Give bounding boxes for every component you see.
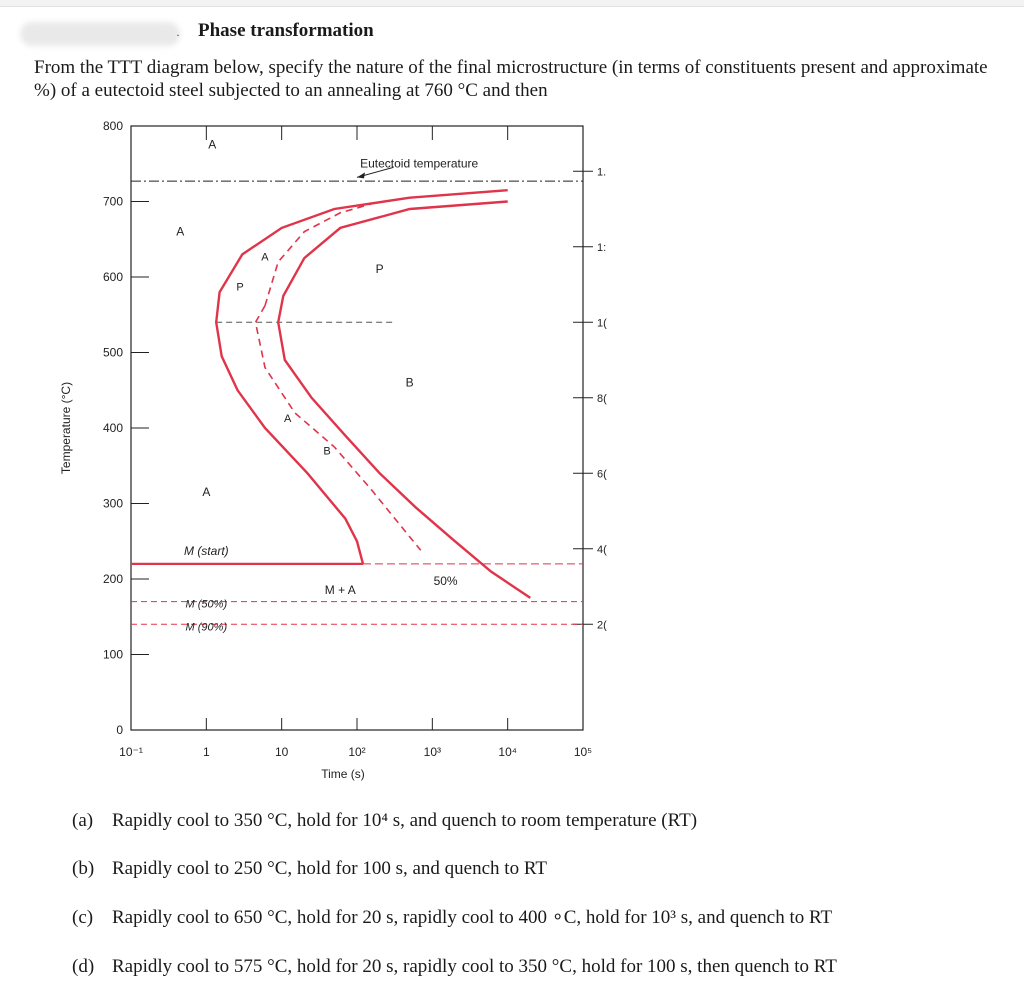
- right-tick-label: 6(: [597, 468, 607, 480]
- m-start-label: M (start): [184, 544, 229, 558]
- austenite-label: A: [202, 485, 210, 499]
- m-90-label: M (90%): [186, 621, 228, 633]
- x-tick-label: 10²: [348, 745, 365, 759]
- y-tick-label: 300: [103, 497, 123, 511]
- y-tick-label: 800: [103, 119, 123, 133]
- m-50-label: M (50%): [186, 599, 228, 611]
- y-axis-label: Temperature (°C): [59, 382, 73, 474]
- y-tick-label: 500: [103, 346, 123, 360]
- question-text: Rapidly cool to 350 °C, hold for 10⁴ s, …: [112, 810, 698, 831]
- bullet-mark: ·: [176, 28, 180, 42]
- plot-frame: [130, 125, 584, 731]
- bainite-label: B: [406, 375, 414, 389]
- y-tick-label: 700: [103, 195, 123, 209]
- x-tick-label: 10⁵: [574, 745, 592, 759]
- axes: [130, 125, 584, 731]
- question-item: (a) Rapidly cool to 350 °C, hold for 10⁴ …: [72, 810, 697, 832]
- fifty-percent-label: 50%: [434, 574, 458, 588]
- question-label: (a): [72, 810, 94, 831]
- redacted-area: [20, 22, 180, 46]
- right-tick-label: 1:: [597, 242, 606, 254]
- page-title: Phase transformation: [198, 20, 374, 41]
- right-tick-label: 4(: [597, 544, 607, 556]
- top-border: [0, 0, 1024, 7]
- y-tick-label: 200: [103, 572, 123, 586]
- question-text: Rapidly cool to 650 °C, hold for 20 s, r…: [112, 907, 833, 928]
- question-item: (d) Rapidly cool to 575 °C, hold for 20 s…: [72, 956, 837, 978]
- intro-text: From the TTT diagram below, specify the …: [34, 57, 988, 101]
- x-tick-label: 10⁴: [498, 745, 517, 759]
- transformation-finish-curve: [276, 200, 531, 599]
- y-tick-label: 100: [103, 648, 123, 662]
- question-label: (d): [72, 956, 95, 977]
- question-label: (c): [72, 907, 94, 928]
- austenite-label: A: [261, 251, 269, 263]
- question-item: (b) Rapidly cool to 250 °C, hold for 100 …: [72, 858, 547, 880]
- curves: [214, 189, 531, 599]
- x-tick-label: 10: [275, 745, 289, 759]
- y-tick-label: 600: [103, 270, 123, 284]
- y-tick-label: 400: [103, 421, 123, 435]
- fifty-percent-curve-upper: [264, 200, 380, 306]
- austenite-label: A: [176, 224, 184, 238]
- transformation-start-curve: [214, 189, 508, 565]
- bainite-label: B: [323, 445, 330, 457]
- question-label: (b): [72, 858, 95, 879]
- martensite-austenite-label: M + A: [325, 583, 356, 597]
- pearlite-label: P: [376, 262, 384, 276]
- horizontal-lines: [131, 180, 583, 625]
- austenite-label: A: [208, 138, 216, 152]
- question-text: Rapidly cool to 250 °C, hold for 100 s, …: [112, 858, 547, 879]
- eutectoid-temperature-label: Eutectoid temperature: [360, 157, 478, 171]
- right-tick-label: 1.: [597, 166, 606, 178]
- eutectoid-arrowhead: [357, 172, 365, 179]
- question-text: Rapidly cool to 575 °C, hold for 20 s, r…: [112, 956, 837, 977]
- x-axis-label: Time (s): [321, 767, 365, 781]
- question-item: (c) Rapidly cool to 650 °C, hold for 20 s…: [72, 906, 832, 929]
- right-tick-label: 8(: [597, 393, 607, 405]
- austenite-label: A: [284, 413, 292, 425]
- y-tick-label: 0: [116, 723, 123, 737]
- right-tick-label: 2(: [597, 619, 607, 631]
- x-tick-label: 10⁻¹: [119, 745, 143, 759]
- ticks: 0 100 200 300 400 500 600 700 800 10⁻¹ 1 10 10² 10³ 10…: [103, 119, 607, 759]
- pearlite-label: P: [236, 282, 243, 294]
- x-tick-label: 1: [203, 745, 210, 759]
- x-tick-label: 10³: [424, 745, 441, 759]
- labels: Temperature (°C) Time (s) A A A A A P P B B M + A 50…: [59, 138, 479, 781]
- right-tick-label: 1(: [597, 317, 607, 329]
